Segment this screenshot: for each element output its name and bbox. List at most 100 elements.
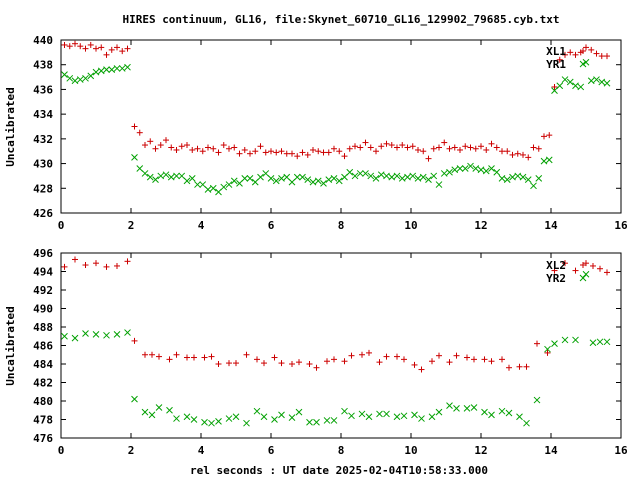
data-point [254, 356, 260, 363]
series-XL2 [61, 256, 610, 373]
data-point [583, 44, 589, 51]
data-point [404, 144, 411, 151]
data-point [155, 404, 163, 411]
data-point [168, 144, 175, 151]
data-point [131, 123, 138, 130]
data-point [493, 168, 501, 176]
data-point [415, 146, 421, 153]
data-point [118, 65, 126, 72]
x-tick-label: 8 [338, 444, 345, 457]
data-point [471, 356, 477, 363]
data-point [124, 63, 131, 71]
y-tick-label: 432 [33, 133, 53, 146]
data-point [93, 260, 99, 267]
data-point [362, 139, 369, 146]
x-tick-label: 10 [404, 219, 417, 232]
data-point [482, 167, 490, 175]
y-tick-label: 476 [33, 432, 53, 445]
data-point [260, 413, 268, 421]
data-point [87, 41, 94, 48]
series-YR2 [61, 270, 611, 427]
data-point [141, 408, 149, 416]
data-point [299, 149, 306, 156]
data-point [114, 44, 120, 51]
data-point [373, 148, 379, 155]
data-point [103, 66, 110, 74]
data-point [167, 173, 175, 181]
data-point [82, 45, 89, 52]
data-point [556, 56, 563, 63]
data-point [383, 140, 390, 147]
data-point [414, 175, 422, 182]
data-point [183, 177, 191, 185]
x-tick-label: 0 [58, 444, 65, 457]
data-point [215, 188, 222, 196]
data-point [103, 263, 110, 270]
data-point [411, 411, 418, 419]
data-point [551, 340, 558, 348]
data-point [540, 157, 548, 165]
data-point [173, 415, 180, 422]
data-point [451, 166, 459, 174]
x-tick-label: 14 [544, 219, 558, 232]
y-tick-label: 486 [33, 340, 53, 353]
data-point [544, 345, 551, 353]
data-point [425, 155, 432, 162]
data-point [92, 68, 100, 76]
data-point [366, 349, 372, 356]
data-point [551, 87, 558, 95]
data-point [453, 352, 460, 359]
data-point [152, 145, 159, 152]
data-point [588, 46, 595, 53]
data-point [499, 148, 505, 155]
data-point [309, 178, 317, 186]
data-point [173, 351, 180, 358]
data-point [358, 410, 366, 418]
data-point [596, 338, 604, 346]
data-point [499, 356, 505, 363]
data-point [446, 145, 453, 152]
data-point [348, 412, 355, 420]
data-point [204, 186, 212, 193]
data-point [461, 165, 469, 172]
data-point [201, 418, 208, 426]
data-point [399, 142, 406, 149]
data-point [525, 154, 532, 161]
data-point [108, 46, 115, 53]
data-point [477, 166, 485, 174]
data-point [149, 351, 155, 358]
data-point [82, 74, 89, 82]
data-point [582, 58, 590, 66]
data-point [71, 77, 79, 85]
data-point [191, 354, 197, 361]
x-tick-label: 12 [474, 219, 487, 232]
data-point [367, 172, 375, 180]
data-point [66, 74, 74, 82]
y-tick-label: 426 [33, 207, 53, 220]
series-XL1 [61, 40, 610, 162]
data-point [419, 173, 427, 181]
data-point [514, 172, 522, 180]
data-point [388, 142, 395, 149]
data-point [383, 172, 390, 180]
data-point [498, 175, 506, 182]
data-point [411, 361, 418, 368]
data-point [306, 418, 313, 426]
data-point [523, 363, 530, 370]
data-point [351, 172, 359, 180]
data-point [472, 165, 480, 172]
data-point [243, 351, 250, 358]
data-point [481, 356, 488, 363]
y-tick-label: 428 [33, 182, 53, 195]
data-point [341, 173, 348, 181]
data-point [320, 179, 327, 187]
data-point [409, 143, 416, 150]
data-point [262, 170, 270, 177]
data-point [520, 151, 526, 158]
data-point [148, 411, 156, 419]
x-tick-label: 16 [614, 444, 628, 457]
data-point [446, 359, 453, 366]
data-point [604, 269, 610, 276]
data-point [336, 148, 343, 155]
x-tick-label: 6 [268, 444, 275, 457]
